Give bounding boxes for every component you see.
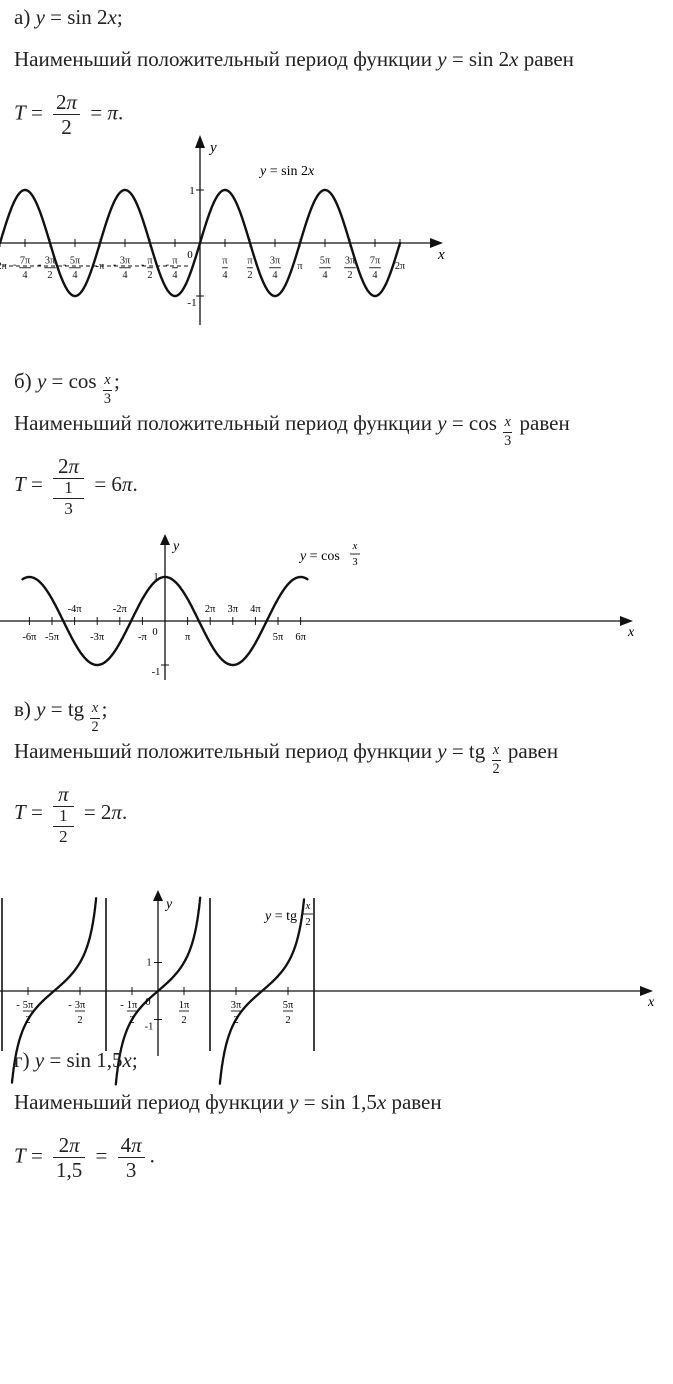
svg-text:4π: 4π — [250, 604, 261, 615]
svg-text:y = tg: y = tg — [263, 909, 297, 924]
svg-text:-: - — [120, 1000, 124, 1011]
svg-text:-: - — [13, 259, 17, 270]
svg-text:3π: 3π — [75, 1000, 86, 1011]
svg-text:-: - — [16, 1000, 20, 1011]
svg-text:0: 0 — [145, 997, 150, 1008]
svg-text:3π: 3π — [270, 255, 281, 266]
svg-text:-: - — [68, 1000, 72, 1011]
svg-text:2: 2 — [181, 1015, 186, 1026]
svg-text:4: 4 — [222, 270, 227, 281]
svg-text:y: y — [171, 539, 180, 554]
svg-text:0: 0 — [152, 627, 157, 638]
svg-text:y = sin 2x: y = sin 2x — [258, 164, 315, 179]
svg-text:3π: 3π — [120, 255, 131, 266]
svg-text:-: - — [38, 259, 42, 270]
svg-text:2: 2 — [25, 1015, 30, 1026]
svg-text:2: 2 — [77, 1015, 82, 1026]
svg-text:2: 2 — [305, 917, 310, 928]
svg-text:x: x — [647, 995, 655, 1010]
svg-text:3π: 3π — [228, 604, 239, 615]
svg-text:y: y — [164, 897, 173, 912]
svg-text:2: 2 — [147, 270, 152, 281]
svg-text:1: 1 — [146, 958, 151, 969]
svg-text:7π: 7π — [20, 255, 31, 266]
svg-text:3π: 3π — [231, 1000, 242, 1011]
svg-text:-π: -π — [138, 632, 147, 643]
svg-text:x: x — [437, 247, 445, 263]
svg-text:-4π: -4π — [68, 604, 83, 615]
svg-text:π: π — [185, 632, 191, 643]
svg-text:2: 2 — [285, 1015, 290, 1026]
svg-text:-6π: -6π — [22, 632, 37, 643]
svg-text:4: 4 — [372, 270, 377, 281]
svg-text:4: 4 — [122, 270, 127, 281]
svg-text:-2π: -2π — [0, 261, 8, 272]
svg-text:x: x — [305, 901, 311, 912]
svg-text:1π: 1π — [127, 1000, 138, 1011]
svg-text:5π: 5π — [273, 632, 284, 643]
svg-text:π: π — [222, 255, 228, 266]
svg-text:2: 2 — [247, 270, 252, 281]
svg-text:4: 4 — [322, 270, 327, 281]
svg-text:5π: 5π — [23, 1000, 34, 1011]
svg-text:3π: 3π — [45, 255, 56, 266]
svg-text:5π: 5π — [70, 255, 81, 266]
svg-text:5π: 5π — [283, 1000, 294, 1011]
svg-text:3: 3 — [352, 557, 357, 568]
svg-text:-: - — [141, 259, 145, 270]
svg-text:x: x — [627, 625, 635, 640]
svg-text:0: 0 — [187, 249, 193, 261]
svg-text:-5π: -5π — [45, 632, 60, 643]
svg-text:π: π — [147, 255, 153, 266]
svg-text:π: π — [297, 261, 303, 272]
svg-text:5π: 5π — [320, 255, 331, 266]
svg-text:1: 1 — [153, 572, 158, 583]
svg-text:3π: 3π — [345, 255, 356, 266]
svg-text:-2π: -2π — [113, 604, 128, 615]
svg-text:2π: 2π — [395, 261, 406, 272]
svg-text:-1: -1 — [152, 667, 161, 678]
svg-text:-: - — [113, 259, 117, 270]
svg-text:2: 2 — [47, 270, 52, 281]
svg-text:-π: -π — [96, 261, 105, 272]
svg-text:-: - — [63, 259, 67, 270]
svg-text:1π: 1π — [179, 1000, 190, 1011]
svg-text:π: π — [247, 255, 253, 266]
svg-text:y: y — [208, 140, 217, 156]
svg-text:-1: -1 — [187, 297, 196, 309]
svg-text:4: 4 — [172, 270, 177, 281]
svg-text:6π: 6π — [295, 632, 306, 643]
svg-text:2π: 2π — [205, 604, 216, 615]
svg-text:-: - — [166, 259, 170, 270]
svg-text:-1: -1 — [145, 1022, 154, 1033]
svg-text:1: 1 — [189, 185, 195, 197]
svg-text:4: 4 — [22, 270, 27, 281]
svg-text:2: 2 — [233, 1015, 238, 1026]
svg-text:x: x — [352, 541, 358, 552]
svg-text:2: 2 — [129, 1015, 134, 1026]
svg-text:-3π: -3π — [90, 632, 105, 643]
svg-text:7π: 7π — [370, 255, 381, 266]
svg-text:4: 4 — [72, 270, 77, 281]
svg-text:y = cos: y = cos — [298, 549, 340, 564]
svg-text:4: 4 — [272, 270, 277, 281]
svg-text:π: π — [172, 255, 178, 266]
svg-text:2: 2 — [347, 270, 352, 281]
